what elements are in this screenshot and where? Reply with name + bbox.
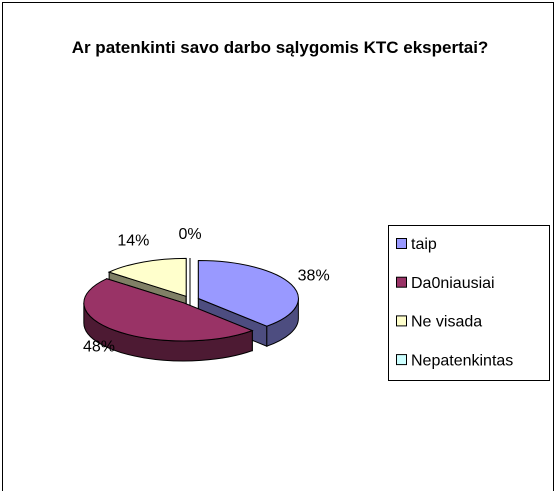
slice-top [107, 257, 187, 298]
legend-swatch [396, 354, 407, 366]
legend-label: Nepatenkintas [411, 352, 513, 369]
chart-title: Ar patenkinti savo darbo sąlygomis KTC e… [71, 38, 489, 57]
legend-label: taip [411, 236, 437, 253]
slice-top [83, 278, 254, 342]
slice-top [197, 260, 299, 327]
data-label: 38% [298, 267, 330, 284]
legend-swatch [396, 238, 407, 249]
data-label: 14% [117, 232, 149, 249]
legend-label: Ne visada [411, 314, 482, 331]
legend-box [388, 225, 550, 381]
data-label: 0% [178, 226, 201, 243]
legend-label: Da0niausiai [411, 275, 495, 292]
data-label: 48% [83, 339, 115, 356]
legend-swatch [396, 276, 407, 288]
legend-swatch [396, 315, 407, 327]
slice [83, 278, 254, 362]
